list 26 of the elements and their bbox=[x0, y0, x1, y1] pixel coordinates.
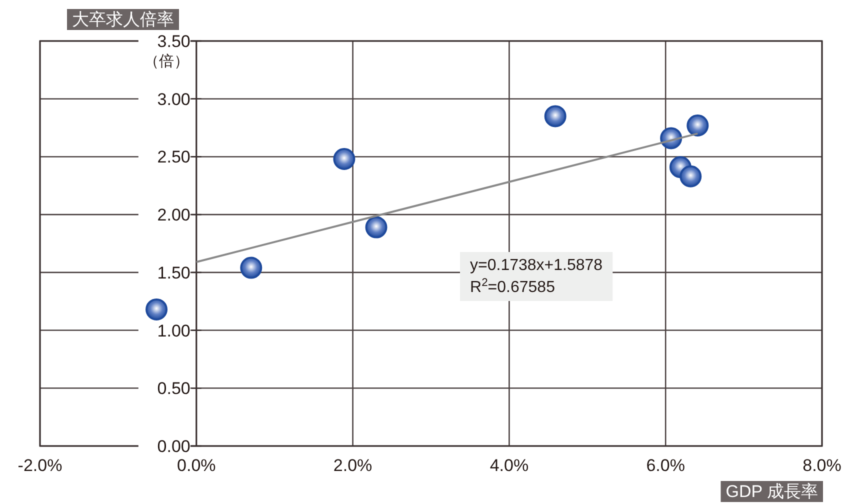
point bbox=[365, 216, 388, 238]
annotation: （倍） bbox=[144, 53, 189, 70]
x-tick-label: 2.0% bbox=[333, 456, 372, 475]
y-tick-label: 3.00 bbox=[157, 90, 190, 109]
y-tick-label: 1.50 bbox=[157, 263, 190, 282]
y-tick-label: 0.50 bbox=[157, 379, 190, 398]
x-tick-label: 4.0% bbox=[490, 456, 529, 475]
annotation: y=0.1738x+1.5878 bbox=[470, 257, 603, 274]
y-axis-title: 大卒求人倍率 bbox=[72, 10, 174, 29]
point bbox=[333, 148, 356, 170]
point bbox=[240, 256, 262, 279]
point bbox=[686, 114, 709, 136]
y-tick-label: 0.00 bbox=[157, 437, 190, 456]
x-tick-label: -2.0% bbox=[18, 456, 62, 475]
x-axis-title: GDP 成長率 bbox=[726, 482, 818, 501]
y-tick-label: 1.00 bbox=[157, 321, 190, 340]
annotation: R$^{2}$=0.67585 bbox=[470, 277, 556, 296]
x-tick-label: 8.0% bbox=[802, 456, 842, 475]
point bbox=[680, 165, 702, 188]
y-tick-label: 2.00 bbox=[157, 206, 190, 225]
x-tick-label: 6.0% bbox=[646, 456, 685, 475]
y-tick-label: 2.50 bbox=[157, 148, 190, 167]
y-tick-label: 3.50 bbox=[157, 32, 190, 51]
point bbox=[544, 105, 566, 128]
x-tick-label: 0.0% bbox=[177, 456, 216, 475]
point bbox=[146, 298, 168, 320]
